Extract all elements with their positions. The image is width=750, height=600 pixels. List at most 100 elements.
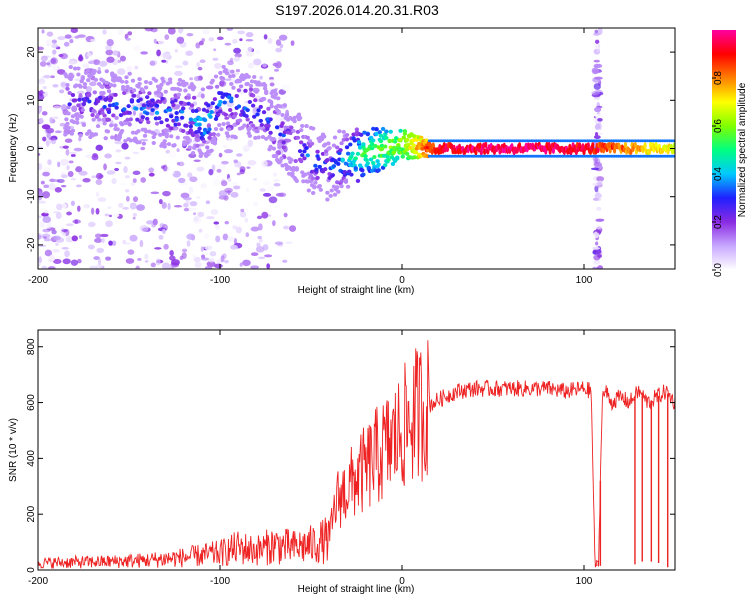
ridge-cell [227, 108, 233, 113]
ridge-cell [163, 89, 168, 94]
ridge-cell [310, 126, 316, 131]
noise-blob [269, 82, 275, 87]
noise-blob [94, 238, 103, 243]
ridge-cell [69, 74, 75, 79]
noise-blob [167, 28, 176, 35]
noise-blob [75, 184, 82, 188]
ridge-cell [208, 132, 213, 137]
ridge-cell [366, 165, 372, 170]
noise-blob [200, 246, 204, 252]
ridge-cell [608, 147, 612, 154]
noise-blob [124, 156, 131, 160]
ridge-cell [350, 151, 355, 156]
ridge-cell [165, 123, 171, 128]
snr-background [38, 330, 675, 570]
ridge-cell [273, 92, 279, 97]
noise-blob [224, 220, 229, 225]
snr-axes: -200 -100 0 100 0 200 400 600 800 [26, 330, 675, 587]
noise-blob [42, 91, 49, 98]
ridge-cell [282, 130, 287, 135]
ridge-cell [338, 148, 343, 153]
noise-blob [188, 207, 197, 211]
noise-blob [178, 177, 186, 184]
noise-blob [40, 180, 45, 185]
ridge-cell [221, 64, 226, 69]
noise-blob [230, 191, 239, 198]
noise-blob [56, 178, 65, 183]
ridge-cell [324, 151, 329, 156]
ridge-cell [136, 129, 141, 134]
ridge-cell [137, 81, 142, 86]
ridge-cell [84, 96, 90, 101]
ridge-cell [211, 132, 217, 137]
ridge-cell [272, 88, 278, 93]
noise-blob [137, 257, 142, 261]
ridge-cell [412, 155, 417, 160]
ridge-cell [65, 86, 70, 91]
noise-blob [149, 60, 156, 66]
ridge-cell [264, 89, 269, 94]
noise-blob [67, 170, 74, 178]
noise-blob [170, 171, 175, 175]
ridge-cell [185, 137, 190, 142]
noise-blob [154, 247, 162, 250]
ridge-cell [199, 151, 204, 156]
ridge-cell [145, 116, 150, 121]
noise-blob [181, 248, 188, 253]
ridge-cell [117, 135, 123, 140]
ridge-cell [115, 127, 120, 132]
ridge-cell [325, 190, 330, 195]
ridge-cell [166, 142, 172, 147]
snr-panel: -200 -100 0 100 0 200 400 600 800 Height of stra… [8, 329, 676, 595]
noise-blob [256, 215, 263, 220]
ridge-cell [188, 117, 194, 122]
noise-blob [58, 53, 64, 58]
noise-blob [144, 253, 149, 260]
noise-blob [77, 205, 81, 212]
noise-blob [102, 29, 107, 35]
ridge-cell [110, 71, 115, 76]
ridge-cell [245, 117, 250, 122]
ridge-cell [262, 83, 268, 88]
ridge-cell [368, 157, 374, 162]
ridge-cell [230, 69, 235, 74]
ridge-cell [244, 114, 249, 119]
ridge-cell [302, 149, 307, 154]
noise-blob [69, 151, 77, 155]
noise-blob [38, 234, 42, 240]
noise-blob [78, 235, 82, 239]
noise-blob [232, 38, 238, 44]
noise-blob [174, 65, 183, 69]
noise-blob [105, 220, 113, 228]
ridge-cell [544, 148, 548, 155]
noise-blob [261, 211, 269, 219]
ridge-cell [202, 118, 208, 123]
noise-blob [213, 62, 222, 70]
noise-blob [132, 217, 136, 220]
ridge-cell [313, 180, 318, 185]
ridge-cell [300, 123, 305, 128]
ridge-cell [325, 158, 330, 163]
noise-blob [242, 259, 251, 267]
ridge-cell [123, 138, 128, 143]
noise-blob [597, 180, 603, 186]
snr-series-line [37, 340, 676, 569]
ridge-cell [76, 72, 81, 77]
noise-blob [47, 159, 52, 166]
noise-blob [41, 111, 48, 116]
snr-frame [37, 329, 676, 571]
ridge-cell [186, 95, 191, 100]
ridge-cell [349, 172, 354, 177]
ridge-cell [218, 70, 223, 75]
noise-blob [594, 131, 599, 137]
ridge-cell [315, 149, 320, 154]
noise-blob [272, 62, 279, 67]
noise-blob [55, 242, 59, 246]
ridge-cell [137, 77, 142, 82]
noise-blob [199, 59, 206, 64]
ridge-cell [300, 153, 305, 158]
noise-blob [146, 204, 153, 212]
noise-blob [174, 48, 178, 53]
ridge-cell [205, 152, 210, 157]
noise-blob [45, 39, 54, 45]
